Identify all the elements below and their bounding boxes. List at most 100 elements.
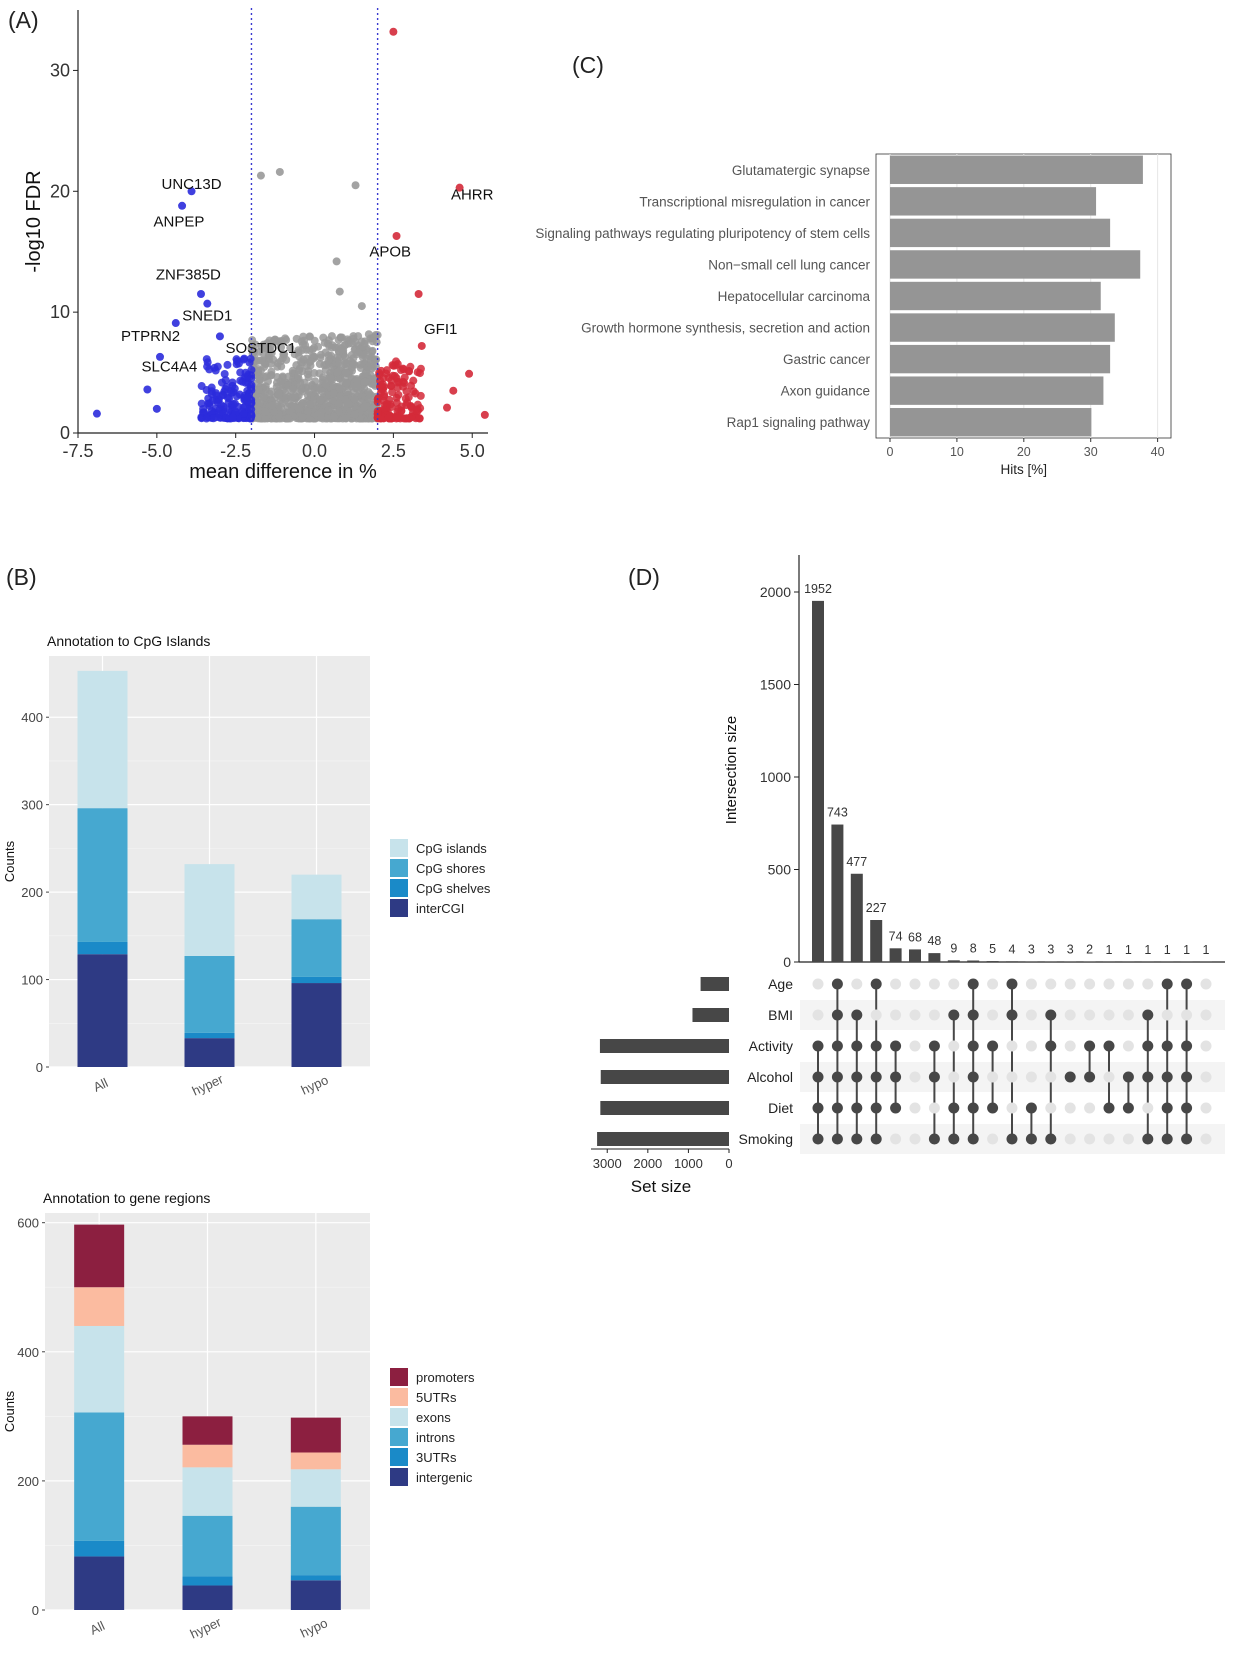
matrix-dot-active <box>851 1102 863 1114</box>
gene-label: ANPEP <box>153 213 204 230</box>
set-size-bar <box>692 1008 729 1022</box>
hypo-point <box>244 393 253 402</box>
ns-point <box>313 383 322 392</box>
ns-point <box>336 344 345 353</box>
matrix-dot-inactive <box>812 978 824 990</box>
matrix-dot-active <box>870 1102 882 1114</box>
hyper-point <box>375 368 384 377</box>
ns-point <box>328 341 337 350</box>
bar-segment <box>74 1412 125 1541</box>
matrix-dot-inactive <box>928 1102 940 1114</box>
bar <box>890 408 1092 437</box>
hypo-point <box>202 414 211 423</box>
matrix-dot-inactive <box>1064 978 1076 990</box>
ns-point <box>298 398 307 407</box>
ns-point <box>316 353 325 362</box>
ns-point <box>303 407 312 416</box>
hypo-point <box>187 187 196 196</box>
matrix-dot-inactive <box>948 978 960 990</box>
matrix-dot-inactive <box>1200 1040 1212 1052</box>
volcano-plot: -7.5 -5.0 -2.5 0.0 2.5 5.0 0 10 20 30 mean differe… <box>23 8 494 483</box>
hyper-point <box>387 382 396 391</box>
matrix-dot-active <box>1161 1102 1173 1114</box>
matrix-dot-active <box>812 1040 824 1052</box>
intersection-bar <box>831 824 844 962</box>
hyper-point <box>393 412 402 421</box>
ns-point <box>298 413 307 422</box>
legend-swatch <box>390 859 408 877</box>
ns-point <box>316 396 325 405</box>
matrix-dot-inactive <box>909 1133 921 1145</box>
bar-segment <box>182 1416 233 1445</box>
ns-point <box>347 339 356 348</box>
intersection-bar <box>1044 961 1057 962</box>
ns-point <box>368 337 377 346</box>
y-tick-label: 1000 <box>760 769 791 785</box>
gene-label: GFI1 <box>424 321 457 338</box>
bar-value-label: 74 <box>889 929 903 943</box>
bar-value-label: 1 <box>1106 943 1113 957</box>
ns-point <box>349 360 358 369</box>
matrix-dot-active <box>831 1133 843 1145</box>
hyper-point <box>394 390 403 399</box>
intersection-bar <box>1006 961 1018 962</box>
matrix-dot-active <box>812 1133 824 1145</box>
bar-segment <box>291 983 342 1067</box>
matrix-dot-inactive <box>948 1071 960 1083</box>
ns-point <box>297 337 306 346</box>
bar-value-label: 9 <box>950 941 957 955</box>
matrix-dot-inactive <box>1064 1009 1076 1021</box>
matrix-dot-inactive <box>1045 1071 1057 1083</box>
matrix-dot-active <box>1084 1071 1096 1083</box>
matrix-dot-inactive <box>1045 1102 1057 1114</box>
ns-point <box>257 356 266 365</box>
matrix-dot-active <box>831 1071 843 1083</box>
ns-point <box>253 413 262 422</box>
chart-title: Annotation to gene regions <box>43 1190 210 1206</box>
legend-label: 5UTRs <box>416 1390 457 1405</box>
y-tick-label: 20 <box>50 181 70 201</box>
matrix-dot-active <box>1006 978 1018 990</box>
x-tick-label: 5.0 <box>460 441 485 461</box>
y-tick-label: 600 <box>17 1216 39 1231</box>
hypo-point <box>197 290 205 299</box>
ns-point <box>260 362 269 371</box>
bar-segment <box>184 955 235 1033</box>
bar-segment <box>182 1515 233 1577</box>
hypo-point <box>213 398 222 407</box>
legend-label: 3UTRs <box>416 1450 457 1465</box>
intersection-bar <box>812 600 824 962</box>
ns-point <box>256 171 265 180</box>
bar-value-label: 477 <box>846 855 867 869</box>
matrix-dot-inactive <box>1200 1071 1212 1083</box>
ns-point <box>291 392 300 401</box>
matrix-dot-inactive <box>987 978 999 990</box>
ns-point <box>284 414 293 423</box>
bar-segment <box>182 1585 233 1610</box>
intersection-bar <box>928 953 941 962</box>
matrix-dot-active <box>1084 1040 1096 1052</box>
ns-point <box>259 340 268 349</box>
matrix-dot-active <box>1142 1040 1154 1052</box>
bar-segment <box>290 1575 341 1581</box>
hyper-point <box>392 232 401 241</box>
set-size-bar <box>600 1101 729 1115</box>
x-tick-label: -5.0 <box>141 441 172 461</box>
matrix-dot-inactive <box>1103 1133 1115 1145</box>
set-size-tick-label: 3000 <box>593 1156 622 1171</box>
matrix-dot-inactive <box>1084 1009 1096 1021</box>
ns-point <box>364 394 373 403</box>
matrix-dot-inactive <box>1161 1009 1173 1021</box>
x-tick-label: 20 <box>1017 445 1031 459</box>
x-tick-label: 10 <box>950 445 964 459</box>
y-axis-title: Counts <box>2 840 17 882</box>
matrix-dot-active <box>870 1133 882 1145</box>
x-tick-label: -7.5 <box>62 441 93 461</box>
gene-label: SLC4A4 <box>142 358 198 375</box>
hyper-point <box>384 414 393 423</box>
chart-title: Annotation to CpG Islands <box>47 633 210 649</box>
intersection-bar <box>1064 961 1077 962</box>
matrix-dot-inactive <box>1181 1009 1193 1021</box>
hyper-point <box>415 414 424 423</box>
